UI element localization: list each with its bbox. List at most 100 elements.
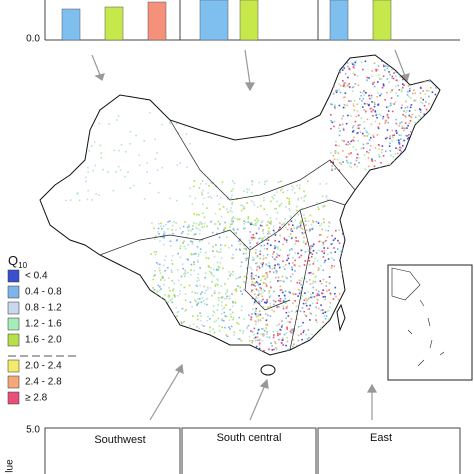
- pixel: [435, 136, 438, 138]
- pixel: [290, 216, 292, 219]
- pixel: [333, 120, 336, 123]
- pixel: [422, 72, 425, 74]
- pixel: [399, 146, 401, 149]
- pixel: [277, 181, 279, 184]
- pixel: [415, 152, 418, 154]
- pixel: [335, 295, 337, 298]
- pixel: [356, 103, 359, 105]
- pixel: [312, 273, 314, 275]
- pixel: [323, 252, 325, 254]
- pixel: [211, 294, 213, 297]
- pixel: [424, 67, 426, 69]
- pixel: [230, 220, 233, 223]
- pixel: [407, 85, 410, 87]
- legend-label: 1.6 - 2.0: [25, 335, 62, 346]
- pixel: [158, 267, 161, 269]
- pixel: [369, 97, 371, 100]
- pixel: [283, 280, 285, 283]
- pixel: [353, 64, 356, 66]
- pixel: [160, 222, 162, 225]
- pixel: [356, 75, 359, 77]
- pixel: [232, 316, 235, 319]
- pixel: [249, 266, 252, 269]
- pixel: [396, 79, 398, 82]
- pixel: [408, 122, 411, 125]
- pixel: [218, 203, 220, 205]
- pixel: [433, 132, 435, 135]
- pixel: [232, 188, 234, 190]
- pixel: [420, 143, 423, 146]
- pixel: [421, 67, 424, 70]
- pixel: [323, 221, 325, 224]
- pixel: [152, 278, 154, 281]
- pixel: [426, 72, 429, 75]
- pixel: [431, 145, 434, 148]
- pixel: [234, 289, 237, 291]
- pixel: [424, 160, 427, 163]
- pixel: [425, 101, 427, 103]
- pixel: [85, 180, 87, 183]
- pixel: [406, 106, 409, 108]
- pixel: [347, 85, 350, 87]
- pixel: [229, 308, 231, 311]
- pixel: [286, 337, 288, 339]
- pixel: [177, 295, 179, 297]
- pixel: [243, 281, 245, 283]
- pixel: [301, 307, 304, 309]
- pixel: [322, 296, 325, 298]
- pixel: [251, 340, 254, 342]
- pixel: [311, 333, 313, 336]
- pixel: [133, 184, 135, 187]
- pixel: [102, 168, 104, 171]
- pixel: [207, 257, 210, 260]
- pixel: [204, 276, 206, 279]
- pixel: [261, 265, 264, 268]
- pixel: [409, 106, 412, 109]
- pixel: [209, 318, 211, 320]
- pixel: [401, 104, 403, 107]
- pixel: [310, 293, 312, 296]
- pixel: [179, 290, 181, 292]
- pixel: [348, 239, 351, 242]
- pixel: [399, 149, 401, 151]
- inset-coast: [391, 267, 421, 301]
- pixel: [423, 63, 425, 66]
- pixel: [298, 187, 301, 190]
- pixel: [320, 265, 322, 267]
- pixel: [324, 298, 326, 301]
- pixel: [330, 103, 332, 105]
- pixel: [425, 149, 427, 152]
- pixel: [284, 297, 286, 300]
- pixel: [168, 295, 171, 297]
- pixel: [175, 306, 177, 309]
- pixel: [197, 298, 199, 300]
- pixel: [343, 307, 345, 309]
- pixel: [157, 231, 159, 233]
- pixel: [263, 196, 265, 199]
- pixel: [385, 164, 388, 167]
- pixel: [199, 251, 202, 253]
- pixel: [324, 229, 327, 232]
- pixel: [301, 344, 304, 346]
- legend-label: 2.0 - 2.4: [25, 361, 62, 372]
- pixel: [363, 127, 366, 130]
- pixel: [269, 232, 271, 235]
- pixel: [435, 87, 437, 89]
- pixel: [371, 101, 373, 103]
- pixel: [163, 243, 165, 246]
- pixel: [216, 232, 218, 235]
- pixel: [292, 339, 294, 341]
- pixel: [235, 290, 238, 293]
- pixel: [435, 156, 437, 158]
- pixel: [276, 306, 278, 308]
- pixel: [181, 307, 184, 310]
- pixel: [247, 324, 250, 327]
- pixel: [116, 119, 118, 121]
- pixel: [223, 306, 225, 309]
- pixel: [343, 140, 345, 142]
- pixel: [404, 122, 407, 124]
- pixel: [162, 264, 165, 267]
- pixel: [261, 291, 264, 294]
- pixel: [422, 98, 425, 101]
- pixel: [438, 161, 440, 163]
